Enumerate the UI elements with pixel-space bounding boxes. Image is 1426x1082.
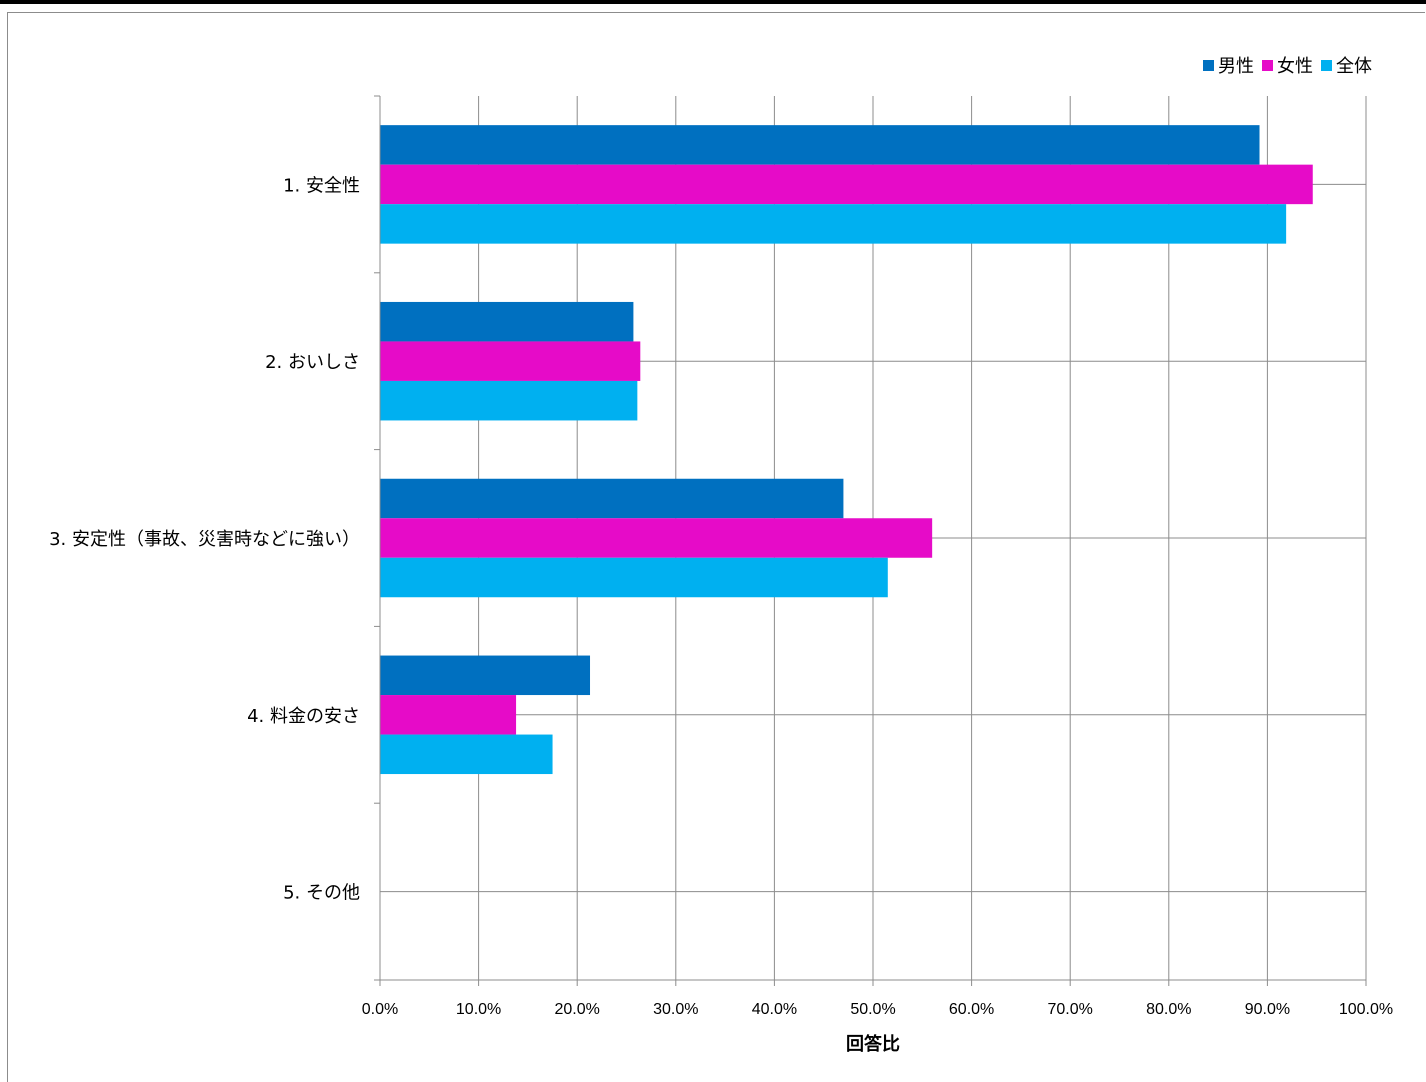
legend-item-total: 全体	[1321, 52, 1372, 78]
bar	[380, 695, 517, 735]
bar	[380, 164, 1313, 205]
x-tick-label: 30.0%	[653, 1001, 698, 1018]
legend-item-male: 男性	[1203, 52, 1254, 78]
x-tick-label: 10.0%	[456, 1001, 501, 1018]
x-tick-label: 70.0%	[1048, 1001, 1093, 1018]
category-label: 1. 安全性	[283, 175, 360, 196]
legend-label-total: 全体	[1336, 56, 1372, 77]
category-label: 4. 料金の安さ	[247, 706, 360, 727]
category-label: 5. その他	[283, 883, 360, 904]
top-border	[0, 0, 1426, 4]
x-tick-label: 20.0%	[555, 1001, 600, 1018]
bars	[380, 125, 1313, 775]
x-tick-label: 90.0%	[1245, 1001, 1290, 1018]
chart-frame	[7, 12, 1425, 1082]
x-tick-label: 50.0%	[850, 1001, 895, 1018]
legend-swatch-total	[1321, 59, 1332, 71]
x-tick-label: 40.0%	[752, 1001, 797, 1018]
labels: 0.0% 10.0% 20.0% 30.0% 40.0% 50.0% 60.0% 70.0% 8…	[49, 175, 1393, 1018]
x-tick-label: 0.0%	[362, 1001, 398, 1018]
bar	[380, 125, 1260, 165]
bar	[380, 341, 641, 381]
legend: 男性 女性 全体	[1195, 52, 1372, 78]
bar	[380, 301, 634, 342]
legend-swatch-male	[1203, 59, 1214, 71]
bar	[380, 557, 888, 598]
bar	[380, 478, 844, 519]
x-tick-label: 60.0%	[949, 1001, 994, 1018]
category-label: 2. おいしさ	[265, 352, 360, 373]
bar	[380, 204, 1287, 244]
x-tick-label: 80.0%	[1146, 1001, 1191, 1018]
bar	[380, 734, 553, 775]
bar	[380, 655, 591, 696]
x-tick-label: 100.0%	[1339, 1001, 1393, 1018]
legend-item-female: 女性	[1262, 52, 1313, 78]
bar	[380, 518, 933, 558]
category-label: 3. 安定性（事故、災害時などに強い）	[49, 529, 360, 550]
legend-label-male: 男性	[1218, 56, 1254, 77]
bar	[380, 380, 638, 421]
legend-swatch-female	[1262, 59, 1273, 71]
legend-label-female: 女性	[1277, 56, 1313, 77]
axes	[374, 95, 1367, 986]
x-axis-title: 回答比	[846, 1033, 900, 1055]
